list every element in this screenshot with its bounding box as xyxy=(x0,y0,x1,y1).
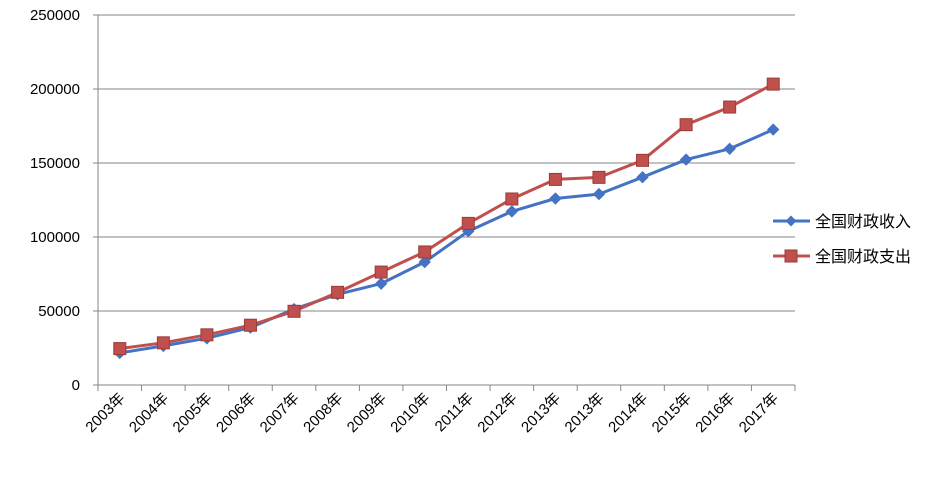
x-tick-label: 2005年 xyxy=(170,390,216,436)
data-point-diamond xyxy=(723,142,736,155)
y-tick-label: 150000 xyxy=(30,155,80,172)
y-tick-label: 0 xyxy=(72,377,80,394)
x-tick-label: 2012年 xyxy=(474,390,520,436)
x-tick-label: 2009年 xyxy=(344,390,390,436)
data-point-diamond xyxy=(418,255,431,269)
data-point-square xyxy=(418,245,432,259)
data-point-square xyxy=(636,153,650,167)
x-tick-label: 2015年 xyxy=(649,390,695,436)
data-point-diamond xyxy=(679,153,693,166)
y-tick-label: 250000 xyxy=(30,7,80,24)
data-point-square xyxy=(113,342,127,356)
gridlines xyxy=(98,14,795,312)
y-tick-label: 50000 xyxy=(38,303,80,320)
axes: 0 50000 100000 150000 200000 250000 2003年2004年… xyxy=(30,7,796,436)
x-tick-label: 2007年 xyxy=(257,390,303,436)
legend-label: 全国财政收入 xyxy=(815,212,911,231)
legend-marker-diamond xyxy=(785,215,797,227)
x-tick-label: 2010年 xyxy=(387,390,433,436)
data-point-square xyxy=(592,170,606,184)
series-lines xyxy=(113,77,780,360)
x-tick-label: 2016年 xyxy=(692,390,738,436)
x-tick-label: 2008年 xyxy=(300,390,346,436)
y-tick-label: 200000 xyxy=(30,81,80,98)
x-tick-label: 2004年 xyxy=(126,390,172,436)
data-point-square xyxy=(548,172,562,186)
x-tick-label: 2014年 xyxy=(605,390,651,436)
data-point-diamond xyxy=(767,123,780,136)
data-point-diamond xyxy=(549,192,562,205)
x-tick-label: 2011年 xyxy=(432,390,477,435)
series-line-1 xyxy=(119,128,774,355)
data-point-diamond xyxy=(505,205,519,218)
data-point-square xyxy=(156,336,170,350)
legend-marker-square xyxy=(784,249,798,263)
data-point-square xyxy=(505,192,519,206)
x-tick-label: 2003年 xyxy=(82,390,128,436)
y-tick-label: 100000 xyxy=(30,229,80,246)
data-point-diamond xyxy=(636,171,649,184)
data-point-square xyxy=(200,328,214,342)
data-point-square xyxy=(243,318,257,332)
data-point-square xyxy=(374,265,388,279)
legend-label: 全国财政支出 xyxy=(815,247,911,266)
x-tick-label: 2017年 xyxy=(736,390,782,436)
data-point-square xyxy=(766,77,780,91)
x-tick-label: 2013年 xyxy=(562,390,608,436)
data-point-square xyxy=(723,100,737,114)
data-point-square xyxy=(679,118,693,132)
x-tick-label: 2006年 xyxy=(213,390,259,436)
series-line-2 xyxy=(119,82,774,351)
data-point-diamond xyxy=(592,187,606,201)
data-point-square xyxy=(287,304,301,318)
x-tick-label: 2013年 xyxy=(518,390,564,436)
data-point-square xyxy=(461,216,475,230)
data-point-diamond xyxy=(374,277,388,290)
data-point-square xyxy=(331,285,345,299)
